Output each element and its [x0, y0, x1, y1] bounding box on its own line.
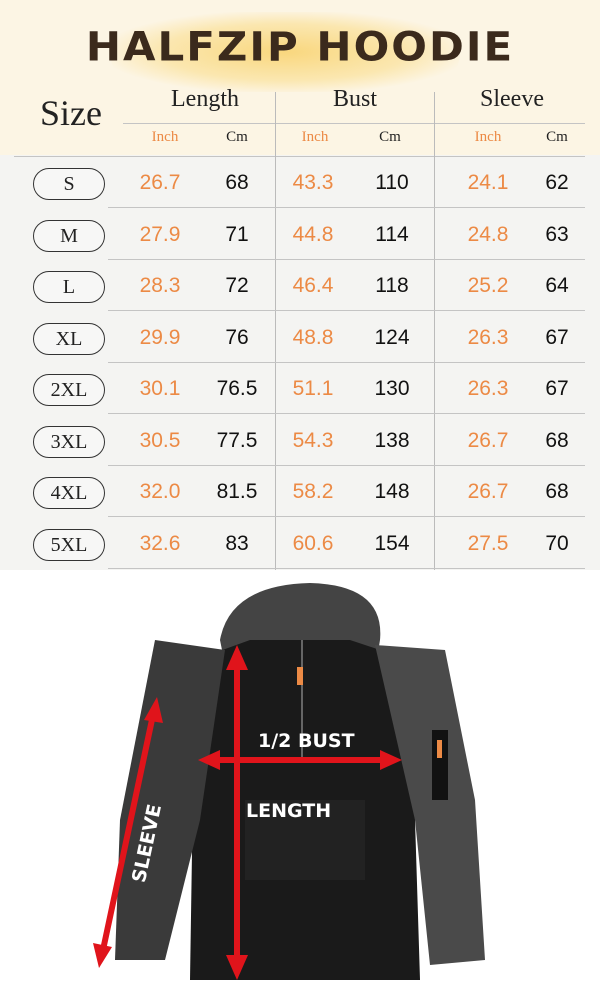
- cm-value: 63: [545, 222, 569, 246]
- cm-value: 68: [225, 171, 249, 194]
- bust-header: Bust: [332, 86, 377, 112]
- inch-value: 60.6: [292, 531, 334, 555]
- divider: [275, 92, 276, 574]
- unit-label: Inch: [151, 129, 179, 145]
- inch-value: 27.9: [139, 222, 181, 246]
- unit-label: Cm: [546, 129, 568, 145]
- cm-value: 77.5: [216, 428, 258, 452]
- page-title: HALFZIP HOODIE: [85, 23, 515, 70]
- cm-value: 130: [374, 377, 410, 400]
- table-row: 2XL 30.1 76.5 51.1 130 26.3 67: [0, 374, 600, 443]
- length-header: Length: [171, 86, 239, 112]
- inch-value: 24.8: [467, 222, 509, 246]
- hoodie-pocket: [245, 800, 365, 880]
- row-divider: [108, 516, 585, 517]
- row-divider: [108, 310, 585, 311]
- cm-value: 76.5: [216, 377, 258, 400]
- table-row: 3XL 30.5 77.5 54.3 138 26.7 68: [0, 425, 600, 495]
- cm-value: 68: [545, 480, 569, 503]
- size-badge: XL: [33, 322, 105, 355]
- inch-value: 30.5: [139, 428, 181, 452]
- cm-value: 110: [375, 171, 409, 194]
- row-divider: [108, 413, 585, 414]
- cm-value: 68: [545, 428, 569, 452]
- size-badge: L: [33, 271, 105, 303]
- size-header: Size: [40, 93, 102, 133]
- bust-label: 1/2 BUST: [258, 730, 355, 752]
- divider: [14, 156, 585, 157]
- sleeve-pocket: [432, 730, 448, 800]
- row-divider: [108, 567, 585, 569]
- cm-value: 148: [374, 480, 410, 503]
- cm-value: 64: [545, 274, 569, 297]
- table-row: 5XL 32.6 83 60.6 154 27.5 70: [0, 528, 600, 598]
- inch-value: 25.2: [467, 274, 509, 297]
- inch-value: 44.8: [292, 222, 334, 246]
- inch-value: 58.2: [292, 480, 334, 503]
- cm-value: 67: [545, 377, 569, 400]
- divider: [123, 123, 585, 124]
- size-badge: 5XL: [33, 528, 105, 561]
- cm-value: 62: [545, 171, 569, 194]
- hoodie-diagram: [0, 570, 600, 1000]
- zip-pull: [297, 667, 303, 685]
- table-row: 4XL 32.0 81.5 58.2 148 26.7 68: [0, 477, 600, 546]
- inch-value: 24.1: [467, 171, 509, 194]
- inch-value: 26.3: [467, 377, 509, 400]
- cm-value: 154: [374, 531, 410, 555]
- cm-value: 70: [545, 531, 569, 555]
- inch-value: 46.4: [292, 274, 334, 297]
- row-divider: [108, 464, 585, 466]
- inch-value: 27.5: [467, 531, 509, 555]
- inch-value: 28.3: [139, 274, 181, 297]
- cm-value: 71: [225, 222, 249, 246]
- hoodie-right-sleeve: [375, 645, 485, 965]
- inch-value: 26.7: [467, 480, 509, 503]
- inch-value: 29.9: [139, 325, 181, 349]
- row-divider: [108, 258, 585, 260]
- table-row: XL 29.9 76 48.8 124 26.3 67: [0, 322, 600, 392]
- hoodie-left-sleeve: [115, 640, 225, 960]
- cm-value: 118: [375, 274, 409, 297]
- cm-value: 67: [545, 325, 569, 349]
- sleeve-header: Sleeve: [480, 86, 544, 112]
- inch-value: 26.3: [467, 325, 509, 349]
- inch-value: 48.8: [292, 325, 334, 349]
- cm-value: 83: [225, 531, 249, 555]
- table-row: S 26.7 68 43.3 110 24.1 62: [0, 168, 600, 237]
- inch-value: 26.7: [467, 428, 509, 452]
- size-badge: 3XL: [33, 425, 105, 458]
- cm-value: 138: [374, 428, 410, 452]
- cm-value: 124: [374, 325, 410, 349]
- title-glow: [110, 12, 460, 92]
- table-row: L 28.3 72 46.4 118 25.2 64: [0, 271, 600, 340]
- cm-value: 114: [375, 222, 409, 246]
- unit-label: Cm: [226, 129, 248, 145]
- unit-label: Inch: [301, 129, 329, 145]
- length-label: LENGTH: [246, 800, 332, 822]
- size-badge: S: [33, 168, 105, 200]
- size-badge: 4XL: [33, 477, 105, 509]
- inch-value: 26.7: [139, 171, 181, 194]
- unit-label: Cm: [379, 129, 401, 145]
- row-divider: [108, 361, 585, 363]
- cm-value: 76: [225, 325, 249, 349]
- cm-value: 72: [225, 274, 249, 297]
- inch-value: 51.1: [292, 377, 334, 400]
- sleeve-arrow: [100, 714, 156, 951]
- inch-value: 32.0: [139, 480, 181, 503]
- inch-value: 32.6: [139, 531, 181, 555]
- unit-label: Inch: [474, 129, 502, 145]
- table-row: M 27.9 71 44.8 114 24.8 63: [0, 219, 600, 289]
- size-badge: M: [33, 219, 105, 252]
- divider: [434, 92, 435, 574]
- inch-value: 54.3: [292, 428, 334, 452]
- row-divider: [108, 207, 585, 208]
- inch-value: 43.3: [292, 171, 334, 194]
- cm-value: 81.5: [216, 480, 258, 503]
- inch-value: 30.1: [139, 377, 181, 400]
- size-badge: 2XL: [33, 374, 105, 406]
